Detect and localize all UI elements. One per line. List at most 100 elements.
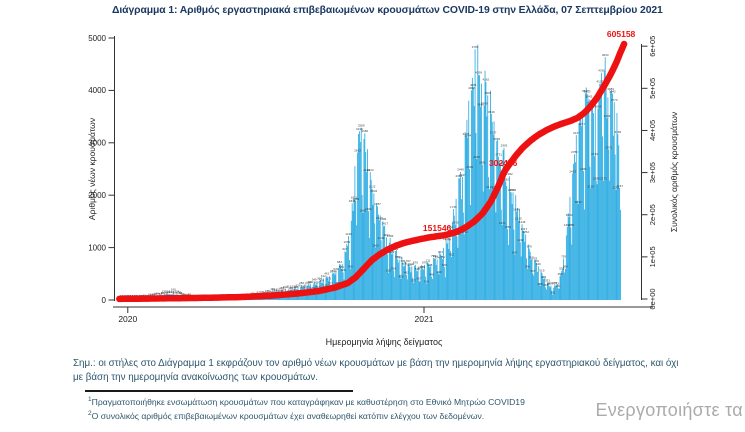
bar [604, 57, 606, 300]
bar [562, 269, 564, 300]
bar [576, 200, 578, 300]
bar-value-label: 2347 [459, 173, 466, 177]
bar [412, 277, 414, 300]
bar [559, 276, 561, 300]
bar [501, 225, 503, 300]
bar [574, 162, 576, 300]
bar-value-label: 3165 [614, 130, 621, 134]
bar-value-label: 700 [534, 259, 539, 263]
bar [344, 251, 346, 300]
bar [510, 192, 512, 300]
bar [472, 87, 474, 300]
bar [492, 134, 494, 300]
bar-value-label: 627 [407, 263, 412, 267]
bar-value-label: 166 [270, 287, 275, 291]
bar [358, 134, 359, 300]
bar [367, 149, 368, 300]
bar-value-label: 100 [176, 291, 181, 295]
bar-value-label: 300 [308, 280, 313, 284]
bar [602, 136, 603, 300]
bar [521, 224, 523, 300]
bar-value-label: 793 [561, 254, 566, 258]
bar [572, 173, 574, 300]
bar [480, 83, 482, 300]
bar [518, 220, 519, 300]
bar [549, 287, 551, 300]
bar [347, 245, 349, 300]
bar [401, 256, 403, 300]
bar-value-label: 2054 [510, 188, 517, 192]
bar-value-label: 1353 [504, 225, 511, 229]
bar [607, 97, 609, 300]
bar [445, 240, 447, 300]
bar-value-label: 132 [274, 289, 279, 293]
bar [593, 156, 595, 300]
bar [479, 75, 480, 300]
bar [380, 240, 382, 300]
bar-value-label: 774 [435, 255, 440, 259]
bar [558, 288, 560, 300]
bar [545, 287, 546, 300]
bar-value-label: 277 [328, 281, 333, 285]
bar [415, 270, 417, 300]
bar [436, 259, 438, 300]
bar-value-label: 2415 [569, 169, 576, 173]
bar [473, 106, 475, 300]
bar [530, 259, 532, 300]
bar-value-label: 75 [157, 292, 161, 296]
bar [399, 274, 401, 300]
bar-value-label: 268 [538, 282, 543, 286]
bar-value-label: 594 [563, 265, 568, 269]
bar [541, 272, 543, 300]
bar-value-label: 2034 [371, 189, 378, 193]
bar-value-label: 1889 [352, 197, 359, 201]
bar-value-label: 160 [171, 287, 176, 291]
bar-value-label: 3219 [356, 127, 363, 131]
bar-value-label: 4784 [472, 45, 479, 49]
bar-value-label: 4061 [470, 83, 477, 87]
bar [373, 193, 375, 300]
bar [557, 288, 559, 300]
bar [446, 243, 448, 300]
bar [529, 251, 531, 300]
bar-value-label: 625 [427, 263, 432, 267]
bar-value-label: 3773 [611, 98, 618, 102]
bar-value-label: 371 [326, 276, 331, 280]
bar-value-label: 2560 [497, 162, 504, 166]
chart-note: Σημ.: οι στήλες στο Διάγραμμα 1 εκφράζου… [73, 357, 713, 385]
bar [553, 287, 555, 300]
bar [371, 188, 373, 300]
bar-value-label: 216 [286, 285, 291, 289]
bar [428, 264, 430, 300]
bars-layer [116, 44, 621, 301]
bar-value-label: 871 [438, 250, 443, 254]
bar [461, 199, 462, 300]
bar [441, 255, 443, 300]
bar-value-label: 1435 [452, 221, 459, 225]
bar-value-label: 1218 [345, 232, 352, 236]
left-tick-label: 4000 [88, 86, 106, 95]
bar-value-label: 160 [290, 287, 295, 291]
bar [586, 93, 588, 300]
bar-value-label: 4299 [475, 71, 482, 75]
bar-value-label: 2114 [486, 185, 493, 189]
bar-value-label: 548 [415, 267, 420, 271]
bar [462, 212, 464, 300]
bar-value-label: 656 [402, 261, 407, 265]
bar-value-label: 412 [321, 274, 326, 278]
bar [565, 268, 566, 300]
bar-value-label: 69 [181, 292, 185, 296]
bar-value-label: 68 [154, 292, 158, 296]
bar [405, 261, 406, 300]
bar [433, 258, 434, 300]
bar-value-label: 3180 [361, 129, 368, 133]
bar [376, 203, 377, 300]
bar [589, 166, 591, 300]
bar [598, 98, 600, 300]
bar [590, 188, 592, 300]
bar [411, 266, 413, 300]
bar [387, 254, 388, 300]
bar [556, 284, 558, 300]
bar [508, 244, 509, 300]
bar-value-label: 282 [299, 281, 304, 285]
